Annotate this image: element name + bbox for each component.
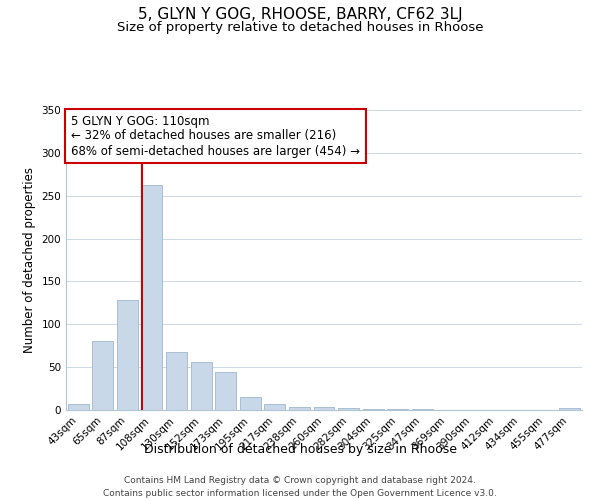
Bar	[117, 300, 138, 410]
Bar	[362, 409, 383, 410]
Bar	[265, 404, 286, 410]
Y-axis label: Number of detached properties: Number of detached properties	[23, 167, 36, 353]
Text: 5 GLYN Y GOG: 110sqm
← 32% of detached houses are smaller (216)
68% of semi-deta: 5 GLYN Y GOG: 110sqm ← 32% of detached h…	[71, 114, 360, 158]
Bar	[92, 340, 113, 410]
Bar	[68, 404, 89, 410]
Bar	[314, 406, 334, 410]
Bar	[240, 397, 261, 410]
Text: 5, GLYN Y GOG, RHOOSE, BARRY, CF62 3LJ: 5, GLYN Y GOG, RHOOSE, BARRY, CF62 3LJ	[137, 8, 463, 22]
Bar	[289, 406, 310, 410]
Text: Contains HM Land Registry data © Crown copyright and database right 2024.
Contai: Contains HM Land Registry data © Crown c…	[103, 476, 497, 498]
Text: Size of property relative to detached houses in Rhoose: Size of property relative to detached ho…	[117, 21, 483, 34]
Bar	[215, 372, 236, 410]
Bar	[387, 409, 408, 410]
Bar	[412, 409, 433, 410]
Bar	[559, 408, 580, 410]
Bar	[142, 184, 163, 410]
Text: Distribution of detached houses by size in Rhoose: Distribution of detached houses by size …	[143, 442, 457, 456]
Bar	[338, 408, 359, 410]
Bar	[166, 352, 187, 410]
Bar	[191, 362, 212, 410]
